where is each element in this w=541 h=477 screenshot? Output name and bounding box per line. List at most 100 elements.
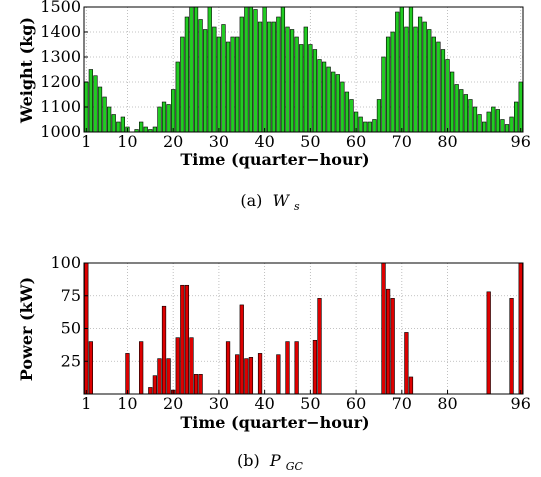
chart-a-bar [358,116,363,133]
chart-a-bar [408,6,414,133]
chart-a-bar [212,26,217,133]
chart-a-bar [102,96,107,133]
chart-a-bar [376,99,382,133]
chart-b-x-tick-label: 70 [392,394,412,413]
chart-b-caption-letter: (b) [237,451,260,470]
chart-b-y-tick-label: 25 [61,351,81,370]
chart-a-bar [436,41,441,133]
chart-a-x-ticks: 1 10 20 30 40 50 60 70 80 96 [81,128,531,151]
chart-b-x-tick-label: 40 [254,394,274,413]
chart-a-bar [495,109,500,133]
chart-a-bar [463,94,468,133]
chart-a-bar [107,106,112,133]
chart-a-x-tick-label: 40 [254,132,274,151]
chart-a-y-ticks: 1000 1100 1200 1300 1400 1500 [40,0,88,141]
chart-a-bar [308,44,313,133]
chart-a-bar [203,29,208,133]
chart-a-x-tick-label: 30 [209,132,229,151]
chart-b-x-tick-label: 30 [209,394,229,413]
chart-a-bar [399,6,404,133]
chart-a-bar [189,6,194,133]
chart-a-x-axis-label: Time (quarter−hour) [180,150,369,169]
chart-b-bar [180,284,185,395]
chart-a-bar [225,41,231,133]
chart-a-bar [262,6,267,133]
chart-a-bar [472,106,478,133]
chart-b-bar [317,298,322,395]
chart-a-caption: (a) W s [240,191,300,213]
chart-a-bar [184,16,190,133]
chart-a-bar [239,16,244,133]
chart-b-x-tick-label: 96 [511,394,531,413]
chart-a-bar [294,36,299,133]
chart-b-bar [189,337,194,395]
chart-b-bar [518,262,523,395]
chart-b-bar [175,337,180,395]
chart-a-bar [248,6,254,133]
chart-a-bar [514,101,519,133]
chart-a-bar [157,106,162,133]
chart-a-bar [111,114,116,133]
chart-a-bar [459,89,464,133]
chart-b-bar [381,262,386,395]
chart-a-bar [486,111,491,133]
chart-b-bar [276,354,281,395]
chart-a-y-tick-label: 1200 [40,72,81,91]
chart-a-bar [312,49,318,133]
chart-b-bar [148,387,153,395]
chart-b-caption-symbol: P [269,451,281,470]
chart-b-bar [235,354,240,395]
chart-b-caption-subscript: GC [286,460,304,473]
chart-a-bar [381,56,386,133]
chart-a-bar [303,26,308,133]
chart-a-bar [321,61,327,133]
chart-b-bar [225,341,231,395]
chart-a-bar [326,66,331,133]
chart-a-bar [230,36,235,133]
chart-b-bar [239,304,244,395]
chart-a-bar [518,81,523,133]
chart-a-bar [152,126,158,133]
chart-a-bar [253,9,258,133]
chart-a-bar [166,104,171,133]
chart-a-bar [344,91,350,133]
chart-a-caption-letter: (a) [240,191,262,210]
chart-a-x-tick-label: 60 [346,132,366,151]
chart-a-bar [491,106,496,133]
chart-a-bar [422,21,427,133]
chart-a-bar [390,31,395,133]
chart-a-bar [116,121,121,133]
chart-a-caption-symbol: W [272,191,290,210]
chart-b-bar [257,353,263,395]
chart-a-bar [93,75,98,133]
chart-a-bar [276,16,281,133]
chart-a-bar [271,21,276,133]
chart-a-frame [83,6,524,133]
chart-a-bar [175,61,180,133]
chart-a-x-tick-label: 50 [300,132,320,151]
chart-a-plot-area [84,7,523,132]
chart-b-x-tick-label: 1 [81,394,91,413]
chart-b-bar [157,358,162,395]
chart-a-bar [404,26,409,133]
chart-a-bar [216,36,222,133]
chart-a-bar [482,121,487,133]
chart-a-bar [97,86,103,133]
chart-b-bar [312,339,318,395]
chart-a-bar [143,126,148,133]
chart-b-bar [390,298,395,395]
chart-b-bar [244,358,249,395]
chart-a-y-axis-label: Weight (kg) [17,17,36,124]
chart-b-y-ticks: 25 50 75 100 [50,253,88,370]
chart-a-bar [417,16,423,133]
chart-a-bar [331,71,336,133]
chart-a-bar [372,119,377,133]
chart-a-bar [299,44,304,133]
chart-a-y-tick-label: 1300 [40,47,81,66]
chart-b-bar [408,376,414,395]
chart-b-x-ticks: 1 10 20 30 40 50 60 70 80 96 [81,390,531,413]
chart-b-bar [152,375,158,395]
chart-a-caption-subscript: s [294,200,300,213]
chart-a-bar [180,36,185,133]
chart-a-x-tick-label: 70 [392,132,412,151]
